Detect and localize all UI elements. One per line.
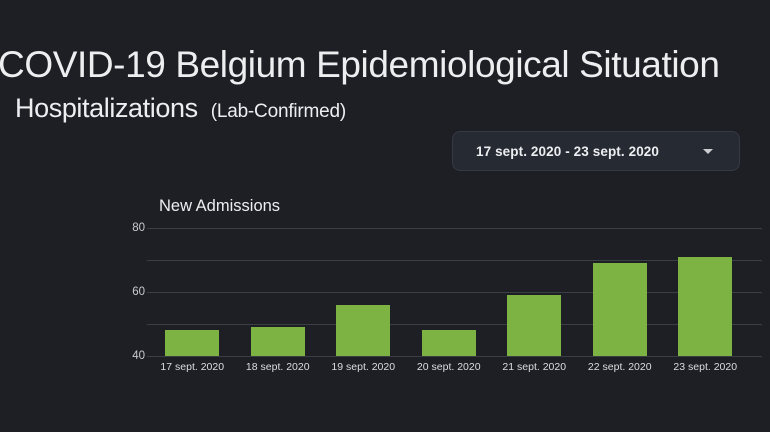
bar[interactable]: [421, 330, 476, 356]
x-axis-tick-label: 23 sept. 2020: [673, 361, 738, 373]
x-axis-tick-label: 21 sept. 2020: [502, 361, 567, 373]
caret-down-icon: [703, 148, 713, 154]
date-range-dropdown[interactable]: 17 sept. 2020 - 23 sept. 2020: [452, 131, 740, 171]
gridline: [147, 323, 762, 325]
x-axis-tick-label: 18 sept. 2020: [245, 361, 310, 373]
page-subtitle: Hospitalizations: [15, 93, 198, 123]
gridline: [147, 227, 762, 229]
page-subtitle-note: (Lab-Confirmed): [210, 101, 347, 122]
bar[interactable]: [678, 256, 733, 356]
y-axis-tick-label: 40: [132, 349, 145, 362]
page-title: COVID-19 Belgium Epidemiological Situati…: [0, 44, 720, 85]
bar[interactable]: [165, 330, 220, 356]
gridline: [147, 259, 762, 261]
gridline: [147, 355, 762, 357]
bar[interactable]: [336, 304, 391, 356]
bar[interactable]: [250, 327, 305, 356]
page-subtitle-row: Hospitalizations (Lab-Confirmed): [15, 93, 346, 124]
bar[interactable]: [507, 295, 562, 356]
x-axis-tick-label: 22 sept. 2020: [587, 361, 652, 373]
chart-title: New Admissions: [159, 197, 281, 215]
date-range-value: 17 sept. 2020 - 23 sept. 2020: [476, 143, 660, 159]
y-axis-tick-label: 80: [132, 221, 145, 234]
x-axis-tick-label: 19 sept. 2020: [331, 361, 396, 373]
x-axis-tick-label: 20 sept. 2020: [416, 361, 481, 373]
x-axis-tick-label: 17 sept. 2020: [160, 361, 225, 373]
gridline: [147, 291, 762, 293]
y-axis-tick-label: 60: [132, 285, 145, 298]
bar[interactable]: [592, 263, 647, 356]
